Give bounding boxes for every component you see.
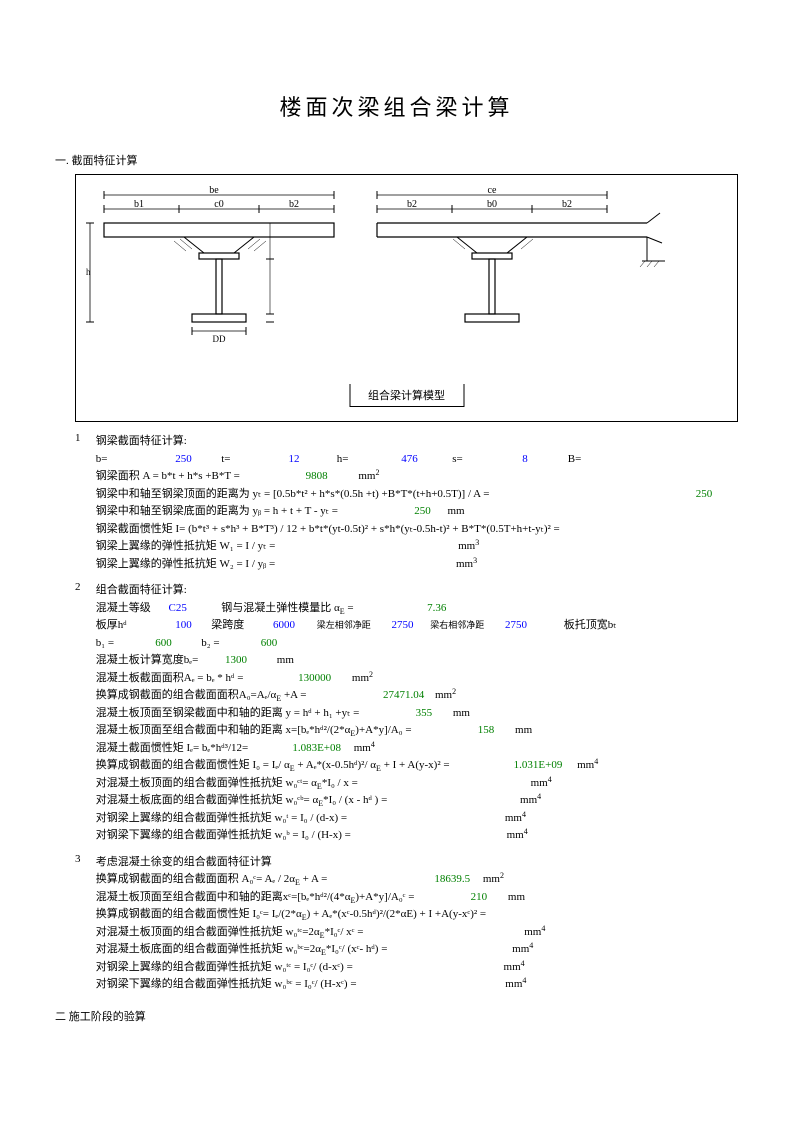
sub2-I0: 换算成钢截面的组合截面惯性矩 I₀ = Iₑ/ αE + Aₑ*(x-0.5hᵈ…: [96, 757, 736, 774]
sub3-xc: 混凝土板顶面至组合截面中和轴的距离xᶜ=[bₑ*hᵈ²/(4*αE)+A*y]/…: [96, 889, 736, 906]
svg-text:h: h: [86, 267, 91, 277]
sub1-W1: 钢梁上翼缘的弹性抵抗矩 W₁ = I / yₜ = mm3: [96, 538, 736, 555]
document-page: 楼面次梁组合梁计算 一. 截面特征计算 be b1 c0 b2: [0, 0, 793, 1060]
subsection-2: 2 组合截面特征计算: 混凝土等级 C25 钢与混凝土弹性模量比 αE = 7.…: [75, 581, 738, 845]
sub3-w0tc: 对混凝土板顶面的组合截面弹性抵抗矩 w₀ᵗᶜ=2αE*I₀ᶜ/ xᶜ = mm4: [96, 924, 736, 941]
svg-text:b2: b2: [407, 199, 417, 210]
svg-text:DD: DD: [213, 334, 226, 344]
sub2-w0cb: 对混凝土板底面的组合截面弹性抵抗矩 w₀ᶜᵇ= αE*I₀ / (x - hᵈ …: [96, 792, 736, 809]
sub2-title: 组合截面特征计算:: [96, 582, 736, 599]
sub1-yt: 钢梁中和轴至钢梁顶面的距离为 yₜ = [0.5b*t² + h*s*(0.5h…: [96, 486, 736, 503]
sub2-bc: 混凝土板计算宽度bₑ= 1300 mm: [96, 652, 736, 669]
sub1-yb: 钢梁中和轴至钢梁底面的距离为 yᵦ = h + t + T - yₜ = 250…: [96, 503, 736, 520]
svg-text:b0: b0: [487, 199, 497, 210]
sub2-hd: 板厚hᵈ 100 梁跨度 6000 梁左相邻净距 2750 梁右相邻净距 275…: [96, 617, 736, 634]
cross-section-left: be b1 c0 b2 DD: [84, 183, 364, 353]
sub1-I: 钢梁截面惯性矩 I= (b*t³ + s*h³ + B*T³) / 12 + b…: [96, 521, 736, 538]
section-1-header: 一. 截面特征计算: [55, 152, 738, 168]
sub3-title: 考虑混凝土徐变的组合截面特征计算: [96, 854, 736, 871]
sub1-area: 钢梁面积 A = b*t + h*s +B*T = 9808 mm2: [96, 468, 736, 485]
section-2-header: 二 施工阶段的验算: [55, 1008, 738, 1024]
sub2-Ic: 混凝土截面惯性矩 Iₑ= bₑ*hᵈ³/12= 1.083E+08 mm4: [96, 740, 736, 757]
sub2-x: 混凝土板顶面至组合截面中和轴的距离 x=[bₑ*hᵈ²/(2*αE)+A*y]/…: [96, 722, 736, 739]
sub2-w0b: 对钢梁下翼缘的组合截面弹性抵抗矩 w₀ᵇ = I₀ / (H-x) = mm4: [96, 827, 736, 844]
sub2-y: 混凝土板顶面至钢梁截面中和轴的距离 y = hᵈ + h₁ +yₜ = 355 …: [96, 705, 736, 722]
svg-text:ce: ce: [487, 185, 496, 196]
sub2-w0ct: 对混凝土板顶面的组合截面弹性抵抗矩 w₀ᶜᵗ= αE*I₀ / x = mm4: [96, 775, 736, 792]
content-body: 1 钢梁截面特征计算: b= 250 t= 12 h= 476 s= 8 B= …: [75, 432, 738, 994]
svg-text:b2: b2: [562, 199, 572, 210]
sub3-A0c: 换算成钢截面的组合截面面积 A₀ᶜ= Aₑ / 2αE + A = 18639.…: [96, 871, 736, 888]
sub3-I0c: 换算成钢截面的组合截面惯性矩 I₀ᶜ= Iₑ/(2*αE) + Aₑ*(xᶜ-0…: [96, 906, 736, 923]
sub1-title: 钢梁截面特征计算:: [96, 433, 736, 450]
sub3-w0bc: 对混凝土板底面的组合截面弹性抵抗矩 w₀ᵇᶜ=2αE*I₀ᶜ/ (xᶜ- hᵈ)…: [96, 941, 736, 958]
sub2-b1b2: b₁ = 600 b₂ = 600: [96, 635, 736, 652]
sub2-concrete: 混凝土等级 C25 钢与混凝土弹性模量比 αE = 7.36: [96, 600, 736, 617]
diagram-container: be b1 c0 b2 DD: [75, 174, 738, 422]
subsection-3: 3 考虑混凝土徐变的组合截面特征计算 换算成钢截面的组合截面面积 A₀ᶜ= Aₑ…: [75, 853, 738, 994]
sub3-w0b2: 对钢梁下翼缘的组合截面弹性抵抗矩 w₀ᵇᶜ = I₀ᶜ/ (H-xᶜ) = mm…: [96, 976, 736, 993]
sub2-num: 2: [75, 581, 93, 593]
subsection-1: 1 钢梁截面特征计算: b= 250 t= 12 h= 476 s= 8 B= …: [75, 432, 738, 573]
sub2-w0t: 对钢梁上翼缘的组合截面弹性抵抗矩 w₀ᵗ = I₀ / (d-x) = mm4: [96, 810, 736, 827]
svg-text:b2: b2: [289, 199, 299, 210]
svg-text:be: be: [209, 185, 219, 196]
sub2-A0: 换算成钢截面的组合截面面积A₀=Aₑ/αE +A = 27471.04 mm2: [96, 687, 736, 704]
sub1-num: 1: [75, 432, 93, 444]
svg-text:b1: b1: [134, 199, 144, 210]
sub3-w0t2: 对钢梁上翼缘的组合截面弹性抵抗矩 w₀ᵗᶜ = I₀ᶜ/ (d-xᶜ) = mm…: [96, 959, 736, 976]
svg-text:c0: c0: [214, 199, 223, 210]
sub2-Ac: 混凝土板截面面积Aₑ = bₑ * hᵈ = 130000 mm2: [96, 670, 736, 687]
sub1-params: b= 250 t= 12 h= 476 s= 8 B=: [96, 451, 736, 468]
diagram-caption: 组合梁计算模型: [349, 384, 464, 407]
cross-section-right: ce b2 b0 b2: [367, 183, 667, 353]
sub1-W2: 钢梁上翼缘的弹性抵抗矩 W₂ = I / yᵦ = mm3: [96, 556, 736, 573]
page-title: 楼面次梁组合梁计算: [55, 90, 738, 122]
sub3-num: 3: [75, 853, 93, 865]
